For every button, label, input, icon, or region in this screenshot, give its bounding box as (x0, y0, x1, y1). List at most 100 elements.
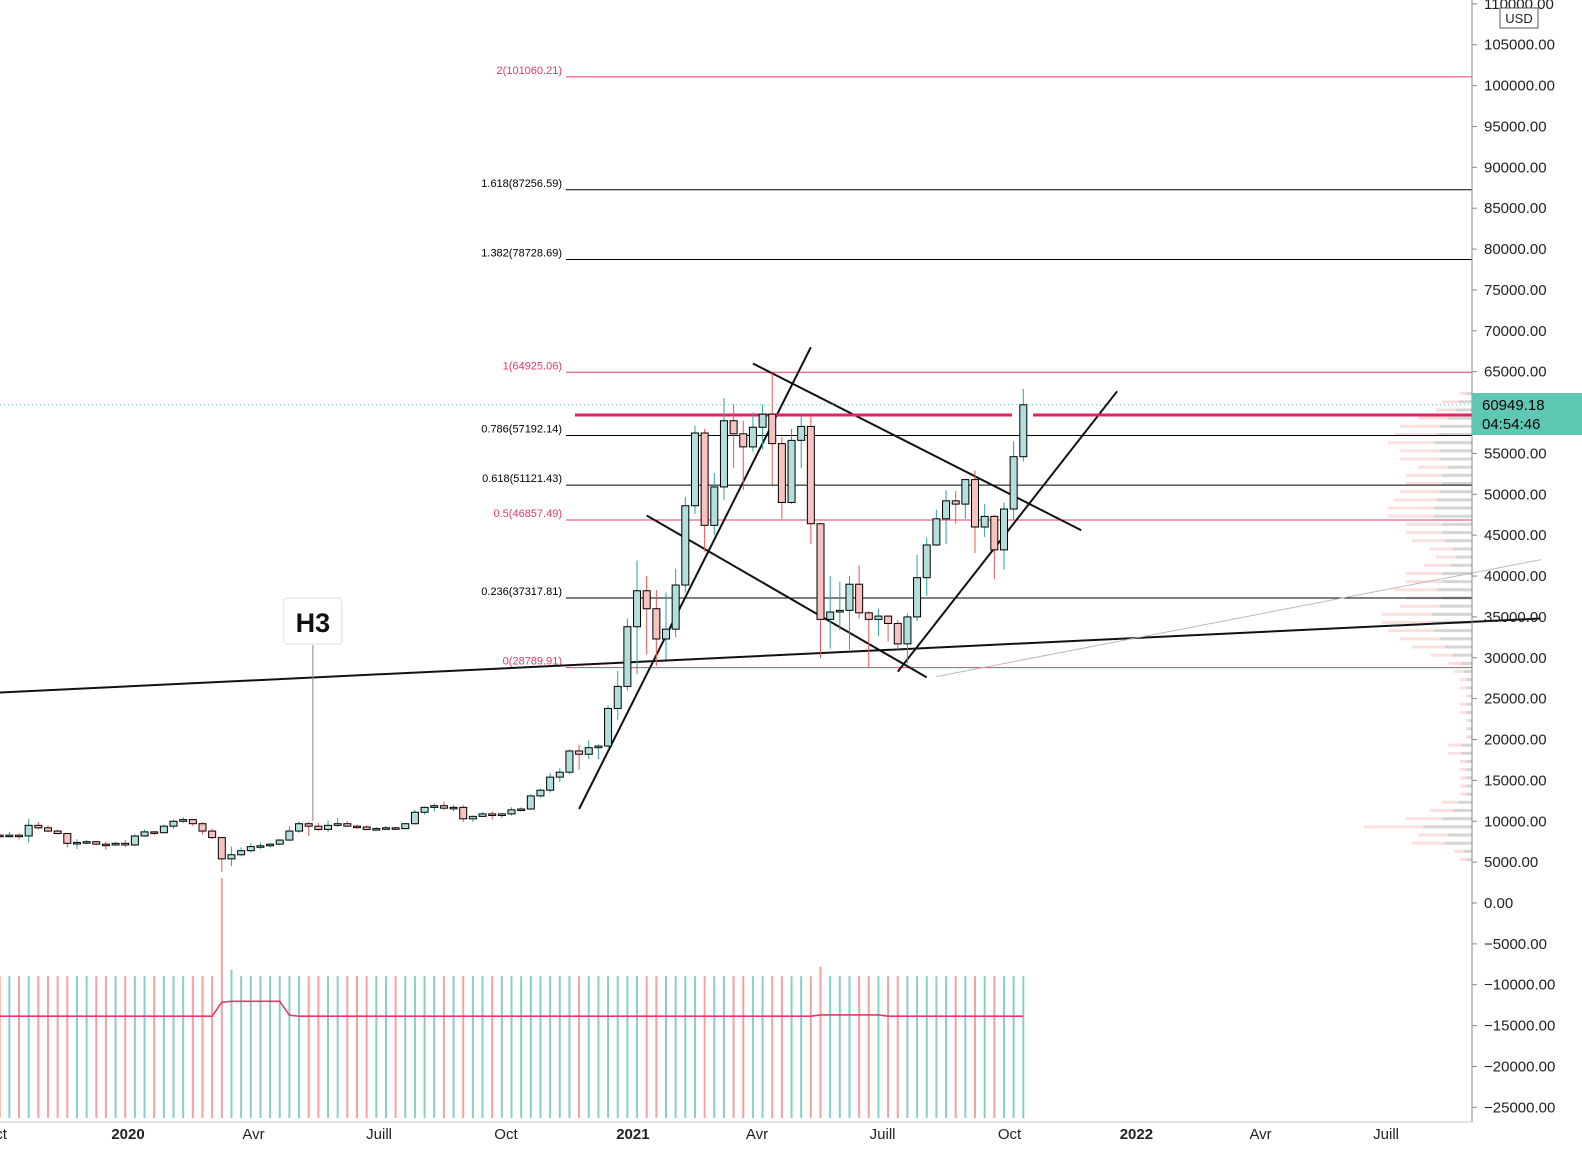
candle-body (681, 505, 690, 586)
candle-body (53, 830, 62, 835)
time-tick-label: Juill (366, 1126, 392, 1143)
candle-body (536, 789, 545, 797)
candle-body (942, 500, 951, 520)
candle-body (24, 824, 33, 837)
volume-profile-bar (1447, 465, 1472, 469)
volume-profile-bar (1463, 849, 1472, 853)
fibonacci-levels: 2(101060.21) 1.618(87256.59) 1.382(78728.6… (481, 65, 1472, 669)
price-tick-label: 105000.00 (1484, 37, 1555, 54)
volume-profile-bar (1442, 522, 1472, 526)
candle-body (971, 479, 980, 528)
volume-profile-bar (1460, 686, 1472, 690)
channel-upper-line[interactable] (752, 362, 1082, 532)
price-tick-label: −25000.00 (1484, 1099, 1555, 1116)
volume-profile-bar (1461, 661, 1472, 665)
volume-profile-bar (1466, 719, 1472, 723)
volume-profile-bar (1445, 539, 1472, 543)
volume-profile-bar (1439, 604, 1472, 608)
volume-profile-bar (1400, 637, 1472, 641)
volume-profile-bar (1439, 637, 1472, 641)
candle-body (1019, 404, 1028, 458)
fib-level-label: 2(101060.21) (497, 65, 562, 77)
callout-label: H3 (296, 608, 331, 638)
price-tick-label: 90000.00 (1484, 159, 1547, 176)
volume-profile-bar (1442, 473, 1472, 477)
channel-lower-line[interactable] (646, 514, 928, 679)
candle-body (150, 831, 159, 834)
volume-profile-bar (1461, 751, 1472, 755)
volume-profile-bar (1455, 555, 1472, 559)
candle-body (700, 432, 709, 526)
callout-box (283, 597, 343, 645)
volume-profile-bar (1450, 563, 1472, 567)
fib-level-label: 1.618(87256.59) (481, 178, 562, 190)
candle-body (710, 486, 719, 526)
candle-body (266, 843, 275, 847)
candle-body (111, 842, 120, 846)
candle-body (63, 833, 72, 844)
candle-body (507, 809, 516, 815)
candle-body (420, 806, 429, 813)
candle-body (488, 813, 497, 817)
volume-profile-bar (1430, 808, 1472, 812)
faint-trendline[interactable] (936, 559, 1541, 678)
candle-body (884, 615, 893, 624)
candle-body (845, 583, 854, 611)
time-scale[interactable]: ct 2020 Avr Juill Oct 2021 Avr Juill Oct 2022 Avr J… (0, 1126, 1399, 1143)
candle-body (227, 854, 236, 860)
candle-body (362, 826, 371, 830)
volume-profile-bar (1454, 670, 1472, 674)
volume-profile-bar (1455, 408, 1472, 412)
candle-body (816, 523, 825, 620)
volume-profile-bar (1436, 432, 1472, 436)
volume-profile-bar (1436, 588, 1472, 592)
volume-profile-bar (1469, 719, 1472, 723)
candle-body (140, 831, 149, 837)
candle-body (430, 805, 439, 808)
candle-body (121, 842, 130, 846)
trendlines[interactable] (0, 346, 1541, 810)
candle-body (835, 609, 844, 613)
volume-profile-bar (1394, 498, 1472, 502)
time-tick-label: Avr (746, 1126, 768, 1143)
volume-profile-bar (1434, 514, 1472, 518)
volume-profile-bar (1460, 678, 1472, 682)
volume-profile-bar (1442, 571, 1472, 575)
candle-body (913, 577, 922, 618)
candle-body (169, 820, 178, 827)
candle-body (932, 518, 941, 546)
price-tick-label: 15000.00 (1484, 772, 1547, 789)
price-tick-label: 65000.00 (1484, 364, 1547, 381)
candle-body (893, 622, 902, 645)
volume-profile-bar (1448, 661, 1472, 665)
volume-profile-bar (1442, 580, 1472, 584)
candle-body (159, 825, 168, 834)
price-scale[interactable]: 110000.00105000.00100000.0095000.0090000… (1472, 0, 1555, 1116)
candle-body (604, 707, 613, 747)
fib-level-label: 0.236(37317.81) (481, 586, 562, 598)
candle-body (372, 828, 381, 831)
candle-body (797, 425, 806, 441)
candle-body (594, 745, 603, 749)
volume-profile-bar (1388, 514, 1472, 518)
volume-profile-bar (1466, 694, 1472, 698)
volume-profile-bar (1418, 833, 1472, 837)
candle-body (352, 825, 361, 829)
volume-profile-bar (1445, 645, 1472, 649)
volume-profile-bar (1434, 441, 1472, 445)
candle-body (101, 843, 110, 847)
candle-body (72, 842, 81, 845)
candle-body (478, 813, 487, 817)
candle-body (343, 823, 352, 827)
long-support-trendline[interactable] (0, 617, 1541, 694)
volume-profile-bar (1454, 849, 1472, 853)
candle-countdown: 04:54:46 (1482, 416, 1540, 433)
volume-profile-bar (1448, 743, 1472, 747)
volume-profile-bar (1460, 702, 1472, 706)
candle-body (961, 479, 970, 505)
volume-profile-bar (1458, 800, 1472, 804)
candle-body (295, 823, 304, 832)
volume-profile-bar (1466, 768, 1472, 772)
